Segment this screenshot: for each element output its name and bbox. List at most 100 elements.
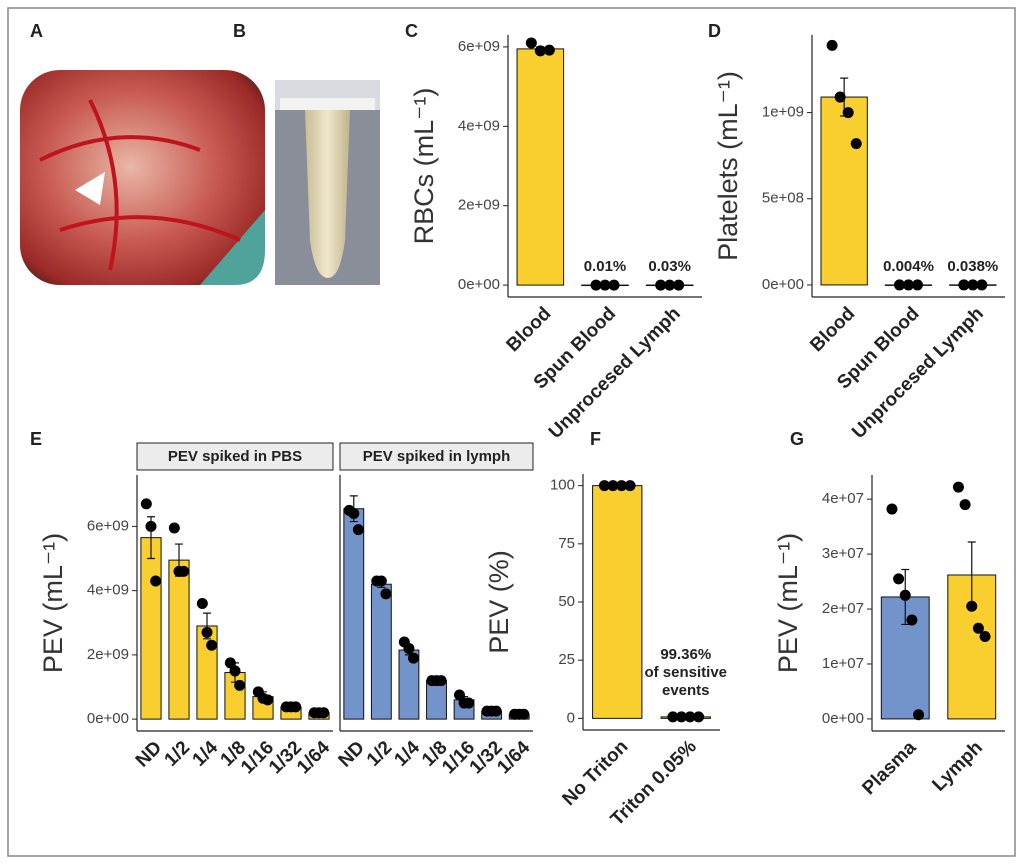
x-tick-label: 1/2	[161, 737, 195, 771]
y-tick-label: 3e+07	[822, 545, 864, 562]
data-point	[599, 279, 611, 291]
panel-label: D	[708, 21, 721, 41]
bar-note: 0.038%	[947, 258, 998, 275]
x-tick-label: Unprocesed Lymph	[545, 303, 685, 443]
data-point	[196, 597, 208, 609]
panel-label: B	[233, 21, 246, 41]
bar-note: 0.03%	[648, 258, 691, 275]
y-tick-label: 0e+00	[458, 276, 500, 293]
data-point	[966, 600, 978, 612]
data-point	[834, 91, 846, 103]
y-axis-label: RBCs (mL⁻¹)	[409, 88, 439, 245]
y-tick-label: 0e+00	[762, 276, 804, 293]
data-point	[408, 652, 420, 664]
y-tick-label: 25	[558, 651, 575, 668]
data-point	[234, 679, 246, 691]
x-tick-label: 1/64	[293, 737, 334, 778]
data-point	[403, 642, 415, 654]
photo-b	[275, 80, 380, 285]
data-point	[590, 279, 602, 291]
data-point	[675, 711, 687, 723]
y-tick-label: 0e+00	[87, 710, 129, 727]
data-point	[206, 639, 218, 651]
bar	[820, 96, 868, 286]
x-tick-label: Plasma	[858, 737, 920, 799]
data-point	[224, 657, 236, 669]
y-axis-label: PEV (%)	[484, 550, 514, 654]
x-tick-label: No Triton	[559, 736, 633, 810]
bar	[516, 48, 565, 286]
bar	[426, 680, 447, 720]
data-point	[693, 711, 705, 723]
data-point	[903, 279, 914, 291]
x-tick-label: Blood	[503, 303, 556, 356]
strip-title: PEV spiked in lymph	[363, 448, 511, 465]
y-tick-label: 2e+09	[87, 646, 129, 663]
y-tick-label: 100	[550, 477, 575, 494]
bar	[947, 574, 997, 720]
bar	[140, 537, 162, 720]
y-tick-label: 6e+09	[87, 517, 129, 534]
y-tick-label: 0	[567, 709, 575, 726]
data-point	[667, 711, 679, 723]
x-tick-label: Lymph	[928, 737, 986, 795]
y-tick-label: 50	[558, 593, 575, 610]
data-point	[178, 565, 190, 577]
panel-label: C	[405, 21, 418, 41]
data-point	[655, 279, 667, 291]
data-point	[826, 39, 838, 51]
data-point	[967, 279, 979, 291]
strip-title: PEV spiked in PBS	[168, 448, 302, 465]
data-point	[453, 689, 465, 701]
y-tick-label: 2e+09	[458, 197, 500, 214]
data-point	[664, 279, 676, 291]
y-tick-label: 5e+08	[762, 190, 804, 207]
data-point	[906, 614, 918, 626]
y-tick-label: 4e+09	[458, 117, 500, 134]
data-point	[886, 503, 898, 515]
data-point	[201, 626, 213, 638]
y-axis-label: PEV (mL⁻¹)	[38, 533, 68, 673]
bar	[370, 583, 392, 720]
data-point	[140, 498, 152, 510]
y-axis-label: PEV (mL⁻¹)	[773, 533, 803, 673]
strip	[339, 442, 534, 471]
data-point	[842, 107, 854, 119]
data-point	[150, 575, 162, 587]
data-point	[262, 694, 274, 706]
x-tick-label: 1/64	[493, 737, 534, 778]
data-point	[380, 588, 392, 600]
panel-label: A	[30, 21, 43, 41]
y-axis-label: Platelets (mL⁻¹)	[713, 71, 743, 261]
panel-label: F	[590, 429, 601, 449]
bar-note: 99.36%	[660, 646, 711, 663]
data-point	[912, 279, 923, 291]
data-point	[229, 665, 241, 677]
data-point	[534, 45, 546, 57]
bar-note: events	[662, 682, 710, 699]
data-point	[624, 480, 636, 492]
data-point	[899, 589, 911, 601]
data-point	[913, 709, 925, 721]
data-point	[959, 499, 971, 511]
data-point	[168, 522, 180, 534]
data-point	[958, 279, 970, 291]
data-point	[607, 480, 619, 492]
panel-label: G	[790, 429, 804, 449]
data-point	[684, 711, 696, 723]
data-point	[952, 481, 964, 493]
data-point	[972, 622, 984, 634]
y-tick-label: 4e+07	[822, 490, 864, 507]
data-point	[348, 508, 360, 520]
data-point	[894, 279, 905, 291]
data-point	[490, 705, 502, 717]
y-tick-label: 0e+00	[822, 710, 864, 727]
data-point	[463, 697, 475, 709]
frame	[7, 7, 1016, 857]
data-point	[543, 44, 555, 56]
bar-note: 0.004%	[883, 258, 934, 275]
data-point	[525, 37, 537, 49]
y-tick-label: 1e+09	[762, 104, 804, 121]
data-point	[352, 524, 364, 536]
